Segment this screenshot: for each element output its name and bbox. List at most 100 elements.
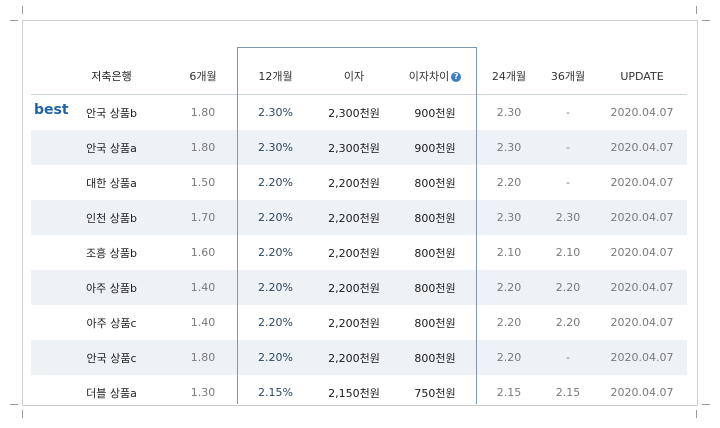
cell-difference: 800천원	[391, 200, 479, 235]
cell-m24: 2.10	[496, 246, 522, 259]
bank-name: 조흥 상품b	[86, 246, 137, 260]
cell-m12: 2.30%	[258, 106, 293, 119]
bank-name: 안국 상품c	[86, 351, 137, 365]
cell-update: 2020.04.07	[597, 130, 687, 165]
header-interest-difference[interactable]: 이자차이?	[391, 58, 479, 95]
cell-m36: 2.20	[539, 270, 597, 305]
cell-update: 2020.04.07	[610, 316, 674, 329]
question-circle-icon[interactable]: ?	[451, 72, 462, 82]
cell-m36: 2.30	[539, 200, 597, 235]
table-row[interactable]: best 안국 상품b 1.80 2.30% 2,300천원 900천원 2.30 - 2020…	[31, 95, 687, 131]
cell-difference: 750천원	[414, 386, 456, 400]
cell-interest: 2,300천원	[317, 130, 391, 165]
header-12-months[interactable]: 12개월	[234, 58, 317, 95]
cell-update: 2020.04.07	[597, 200, 687, 235]
table-row[interactable]: 대한 상품a 1.50 2.20% 2,200천원 800천원 2.20 - 2020.04.…	[31, 165, 687, 200]
cell-m36: -	[566, 106, 570, 119]
crop-mark	[10, 404, 18, 405]
cell-m36: -	[539, 130, 597, 165]
cell-m12: 2.20%	[234, 270, 317, 305]
rate-table-panel: 저축은행 6개월 12개월 이자 이자차이? 24개월 36개월 UPDATE …	[22, 20, 698, 406]
bank-name: 안국 상품b	[86, 106, 137, 120]
cell-update: 2020.04.07	[597, 270, 687, 305]
cell-update: 2020.04.07	[610, 106, 674, 119]
crop-mark	[22, 6, 23, 14]
bank-cell: 아주 상품b	[31, 270, 172, 305]
cell-m36: 2.15	[555, 386, 581, 399]
table-row[interactable]: 아주 상품c 1.40 2.20% 2,200천원 800천원 2.20 2.20 2020.…	[31, 305, 687, 340]
bank-cell: 더블 상품a	[31, 375, 172, 410]
table-row[interactable]: 더블 상품a 1.30 2.15% 2,150천원 750천원 2.15 2.15 2020.…	[31, 375, 687, 410]
cell-difference: 800천원	[391, 270, 479, 305]
cell-difference: 800천원	[414, 246, 456, 260]
header-interest[interactable]: 이자	[317, 58, 391, 95]
cell-m36: 2.20	[555, 316, 581, 329]
cell-update: 2020.04.07	[610, 246, 674, 259]
cell-m6: 1.40	[172, 270, 234, 305]
table-row[interactable]: 아주 상품b 1.40 2.20% 2,200천원 800천원 2.20 2.20 2020.…	[31, 270, 687, 305]
bank-name: 인천 상품b	[86, 211, 137, 225]
cell-m24: 2.15	[496, 386, 522, 399]
bank-cell: 아주 상품c	[31, 305, 172, 340]
cell-m6: 1.80	[172, 130, 234, 165]
crop-mark	[10, 20, 18, 21]
header-bank[interactable]: 저축은행	[31, 58, 172, 95]
cell-interest: 2,300천원	[328, 106, 380, 120]
cell-m12: 2.20%	[258, 316, 293, 329]
cell-difference: 900천원	[414, 106, 456, 120]
cell-update: 2020.04.07	[610, 176, 674, 189]
bank-cell: 대한 상품a	[31, 165, 172, 200]
cell-m12: 2.20%	[258, 246, 293, 259]
cell-interest: 2,200천원	[317, 200, 391, 235]
cell-m24: 2.20	[479, 340, 539, 375]
table-row[interactable]: 조흥 상품b 1.60 2.20% 2,200천원 800천원 2.10 2.10 2020.…	[31, 235, 687, 270]
bank-cell: 안국 상품a	[31, 130, 172, 165]
cell-interest: 2,200천원	[317, 340, 391, 375]
cell-m36: 2.10	[555, 246, 581, 259]
bank-name: 더블 상품a	[86, 386, 137, 400]
crop-mark	[702, 404, 710, 405]
table-row[interactable]: 안국 상품c 1.80 2.20% 2,200천원 800천원 2.20-2020.04.…	[31, 340, 687, 375]
crop-mark	[22, 410, 23, 418]
header-24-months[interactable]: 24개월	[479, 58, 539, 95]
cell-interest: 2,200천원	[317, 270, 391, 305]
cell-m24: 2.20	[496, 176, 522, 189]
bank-cell: 안국 상품c	[31, 340, 172, 375]
cell-difference: 900천원	[391, 130, 479, 165]
bank-cell: 조흥 상품b	[31, 235, 172, 270]
header-6-months[interactable]: 6개월	[172, 58, 234, 95]
cell-m24: 2.30	[479, 130, 539, 165]
cell-m12: 2.20%	[234, 200, 317, 235]
cell-m36: -	[566, 176, 570, 189]
table-row[interactable]: 인천 상품b 1.70 2.20% 2,200천원 800천원 2.30 2.30 2020.…	[31, 200, 687, 235]
header-update[interactable]: UPDATE	[597, 58, 687, 95]
cell-m6: 1.80	[172, 340, 234, 375]
cell-update: 2020.04.07	[610, 386, 674, 399]
table-row[interactable]: 안국 상품a 1.80 2.30% 2,300천원 900천원 2.30-2020.04.…	[31, 130, 687, 165]
cell-m6: 1.80	[190, 106, 216, 119]
table-header-row: 저축은행 6개월 12개월 이자 이자차이? 24개월 36개월 UPDATE	[31, 58, 687, 95]
bank-name: 안국 상품a	[86, 141, 137, 155]
header-interest-difference-label: 이자차이	[408, 70, 450, 83]
cell-m6: 1.40	[190, 316, 216, 329]
cell-m6: 1.50	[190, 176, 216, 189]
cell-m6: 1.70	[172, 200, 234, 235]
cell-interest: 2,200천원	[328, 246, 380, 260]
crop-mark	[696, 410, 697, 418]
cell-m12: 2.30%	[234, 130, 317, 165]
bank-name: 대한 상품a	[86, 176, 137, 190]
cell-m6: 1.60	[190, 246, 216, 259]
cell-m12: 2.20%	[234, 340, 317, 375]
cell-m6: 1.30	[190, 386, 216, 399]
cell-m24: 2.20	[496, 316, 522, 329]
bank-name: 아주 상품b	[86, 281, 137, 295]
cell-difference: 800천원	[414, 316, 456, 330]
cell-interest: 2,200천원	[328, 316, 380, 330]
header-36-months[interactable]: 36개월	[539, 58, 597, 95]
cell-m24: 2.30	[479, 200, 539, 235]
cell-difference: 800천원	[391, 340, 479, 375]
cell-m36: -	[539, 340, 597, 375]
bank-cell: 인천 상품b	[31, 200, 172, 235]
best-badge: best	[34, 102, 69, 118]
cell-interest: 2,200천원	[328, 176, 380, 190]
